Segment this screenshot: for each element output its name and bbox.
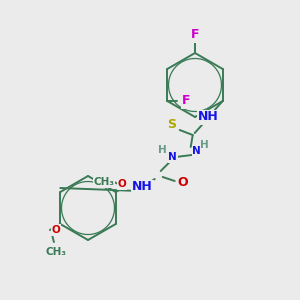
Text: O: O: [177, 176, 188, 190]
Text: N: N: [192, 146, 201, 156]
Text: F: F: [182, 94, 190, 107]
Text: CH₃: CH₃: [94, 177, 115, 187]
Text: O: O: [118, 179, 127, 189]
Text: H: H: [158, 145, 167, 155]
Text: NH: NH: [198, 110, 219, 124]
Text: O: O: [52, 225, 60, 235]
Text: N: N: [168, 152, 177, 162]
Text: H: H: [200, 140, 209, 150]
Text: NH: NH: [132, 181, 153, 194]
Text: F: F: [191, 28, 199, 41]
Text: CH₃: CH₃: [45, 247, 66, 257]
Text: S: S: [167, 118, 176, 130]
